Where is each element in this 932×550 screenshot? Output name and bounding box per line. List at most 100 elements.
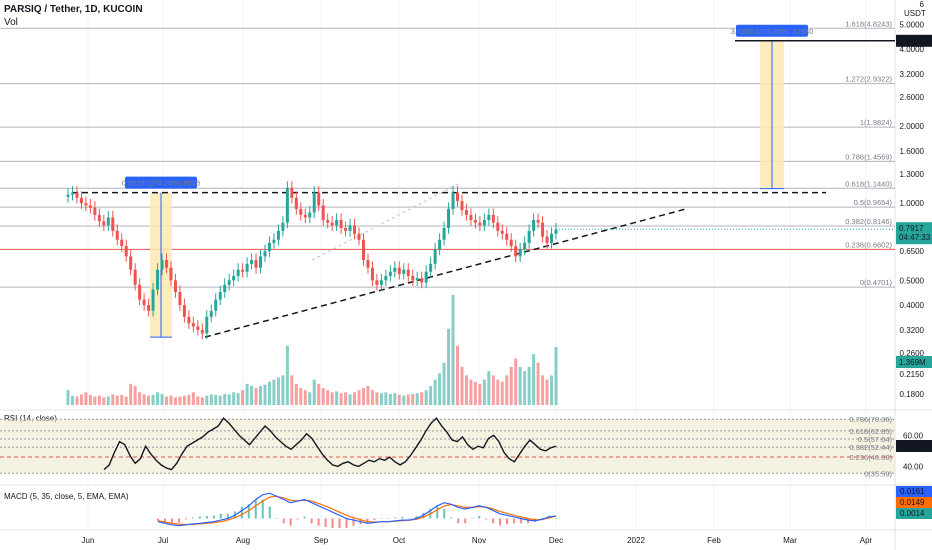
currency-label[interactable]: USDT (904, 9, 926, 18)
measure-label: 0.8018 (279.24%) 8018 (122, 179, 200, 188)
candle-body (335, 220, 339, 226)
macd-histogram-bar (254, 499, 257, 519)
volume-bar (500, 381, 504, 405)
symbol-title[interactable]: PARSIQ / Tether, 1D, KUCOIN (4, 4, 143, 15)
support-trendline (204, 208, 687, 338)
volume-bar (523, 371, 527, 405)
time-axis-label: Feb (707, 536, 721, 545)
candle-body (151, 289, 155, 311)
volume-bar (330, 392, 334, 405)
volume-bar (545, 379, 549, 405)
candle-body (415, 278, 419, 281)
volume-bar (326, 390, 330, 405)
volume-bar (406, 394, 410, 405)
candle-body (438, 239, 442, 250)
macd-histogram-bar (541, 518, 544, 519)
volume-bar (223, 394, 227, 405)
macd-histogram-bar (331, 518, 334, 528)
volume-bar (187, 394, 191, 405)
volume-bar (379, 393, 383, 405)
volume-bar (505, 375, 509, 405)
candle-body (411, 275, 415, 281)
volume-bar (160, 394, 164, 405)
rsi-band (0, 419, 895, 474)
price-axis-label: 1.0000 (900, 199, 925, 208)
candle-body (84, 203, 88, 206)
candle-body (250, 260, 254, 264)
candle-body (169, 267, 173, 281)
time-axis-label: Jun (82, 536, 95, 545)
time-axis-label: Oct (393, 536, 406, 545)
candle-body (532, 220, 536, 231)
candle-body (464, 210, 468, 215)
volume-bar (97, 395, 101, 405)
macd-histogram-bar (205, 516, 208, 519)
candle-body (393, 267, 397, 272)
candle-body (326, 220, 330, 223)
candle-body (214, 299, 218, 311)
volume-bar (79, 394, 83, 405)
volume-bar (536, 362, 540, 405)
volume-label: Vol (4, 17, 18, 28)
volume-bar (142, 394, 146, 405)
macd-histogram-bar (478, 516, 481, 519)
macd-histogram-bar (289, 518, 292, 526)
candle-body (536, 220, 540, 223)
volume-bar (120, 394, 124, 405)
volume-bar (402, 395, 406, 405)
volume-bar (433, 379, 437, 405)
candle-body (267, 242, 271, 252)
candle-body (182, 305, 186, 317)
volume-bar (357, 390, 361, 405)
macd-histogram-bar (408, 518, 411, 519)
volume-bar (420, 392, 424, 405)
volume-bar (442, 362, 446, 405)
candle-body (111, 217, 115, 231)
volume-bar (438, 373, 442, 405)
volume-bar (393, 393, 397, 405)
candle-body (205, 316, 209, 334)
candle-body (554, 229, 558, 234)
candle-body (491, 214, 495, 223)
candle-body (79, 197, 83, 204)
candle-body (370, 267, 374, 281)
candle-body (433, 249, 437, 264)
volume-bar (424, 390, 428, 405)
macd-histogram-bar (394, 517, 397, 519)
volume-bar (317, 383, 321, 405)
volume-bar (267, 381, 271, 405)
candle-body (478, 222, 482, 226)
candle-body (173, 280, 177, 293)
rsi-value-badge (896, 440, 932, 453)
candle-body (66, 194, 70, 197)
volume-bar (456, 345, 460, 405)
macd-signal-line (157, 495, 557, 526)
volume-bar (250, 385, 254, 405)
macd-histogram-bar (373, 518, 376, 520)
macd-histogram-bar (317, 518, 320, 526)
candle-body (456, 192, 460, 202)
macd-histogram-bar (310, 518, 313, 524)
drawing-line (311, 182, 461, 261)
volume-bar (478, 383, 482, 405)
candle-body (290, 187, 294, 198)
candle-body (482, 220, 486, 226)
price-axis-label: 0.6500 (900, 247, 925, 256)
volume-bar (75, 396, 79, 405)
candle-body (384, 275, 388, 281)
candle-body (366, 260, 370, 268)
candle-body (218, 292, 222, 300)
volume-bar (151, 394, 155, 405)
macd-value-badge (896, 486, 932, 497)
volume-bar (303, 390, 307, 405)
volume-bar (518, 366, 522, 405)
candle-body (200, 329, 204, 334)
volume-bar (133, 385, 137, 405)
candle-body (164, 260, 168, 268)
volume-bar (344, 392, 348, 405)
volume-badge (896, 356, 932, 368)
volume-bar (370, 390, 374, 405)
macd-histogram-bar (527, 518, 530, 524)
